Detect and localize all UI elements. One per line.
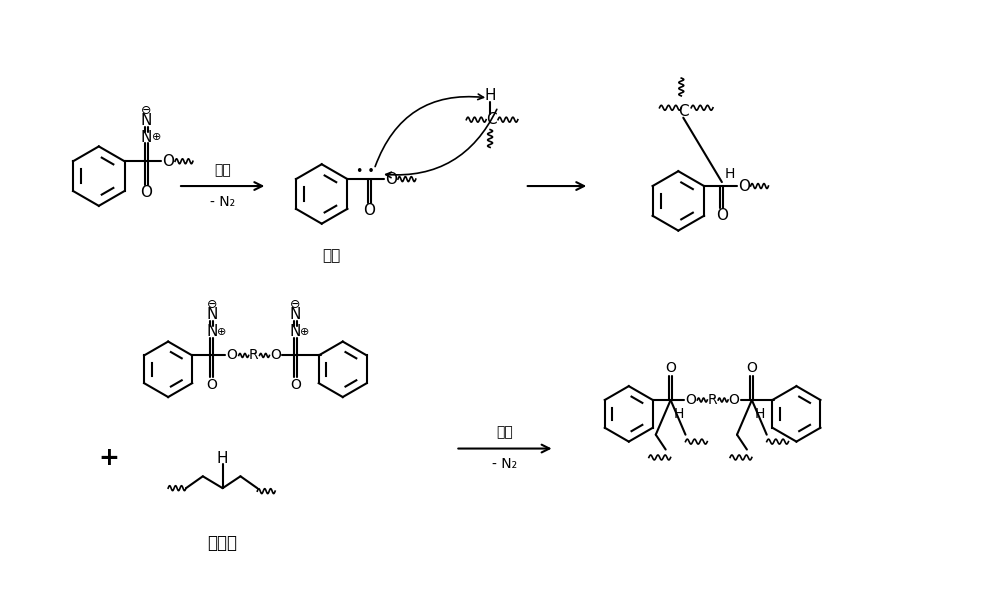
- Text: O: O: [140, 186, 152, 200]
- Text: ⊖: ⊖: [290, 298, 300, 311]
- Text: 聚乙烯: 聚乙烯: [208, 534, 238, 551]
- Text: O: O: [226, 349, 237, 362]
- Text: 加热: 加热: [497, 426, 513, 440]
- Text: C: C: [486, 112, 496, 127]
- Text: C: C: [678, 104, 689, 119]
- Text: H: H: [673, 407, 684, 421]
- Text: O: O: [363, 203, 375, 218]
- Text: H: H: [755, 407, 765, 421]
- Text: O: O: [716, 208, 728, 223]
- Text: O: O: [685, 393, 696, 407]
- Text: ⊖: ⊖: [141, 104, 152, 117]
- Text: ⊕: ⊕: [300, 327, 310, 337]
- Text: ⊕: ⊕: [152, 132, 161, 142]
- Text: ⊕: ⊕: [217, 327, 227, 337]
- Text: H: H: [484, 89, 496, 103]
- Text: N: N: [290, 324, 301, 339]
- Text: - N₂: - N₂: [492, 457, 518, 472]
- Text: R: R: [249, 349, 258, 362]
- Text: O: O: [665, 361, 676, 375]
- Text: O: O: [385, 171, 397, 187]
- Text: H: H: [725, 167, 735, 181]
- Text: O: O: [746, 361, 757, 375]
- Text: O: O: [162, 154, 174, 169]
- Text: O: O: [270, 349, 281, 362]
- Text: N: N: [141, 113, 152, 128]
- Text: H: H: [217, 451, 228, 466]
- Text: N: N: [290, 307, 301, 322]
- Text: N: N: [206, 324, 218, 339]
- Text: ⊖: ⊖: [207, 298, 217, 311]
- Text: O: O: [290, 378, 301, 392]
- Text: - N₂: - N₂: [210, 195, 235, 209]
- Text: • •: • •: [356, 165, 375, 178]
- Text: O: O: [738, 178, 750, 193]
- Text: R: R: [707, 393, 717, 407]
- Text: N: N: [206, 307, 218, 322]
- Text: N: N: [141, 130, 152, 145]
- Text: 卡宾: 卡宾: [322, 248, 341, 263]
- Text: 加热: 加热: [214, 163, 231, 177]
- Text: O: O: [207, 378, 217, 392]
- Text: O: O: [729, 393, 739, 407]
- Text: +: +: [98, 446, 119, 470]
